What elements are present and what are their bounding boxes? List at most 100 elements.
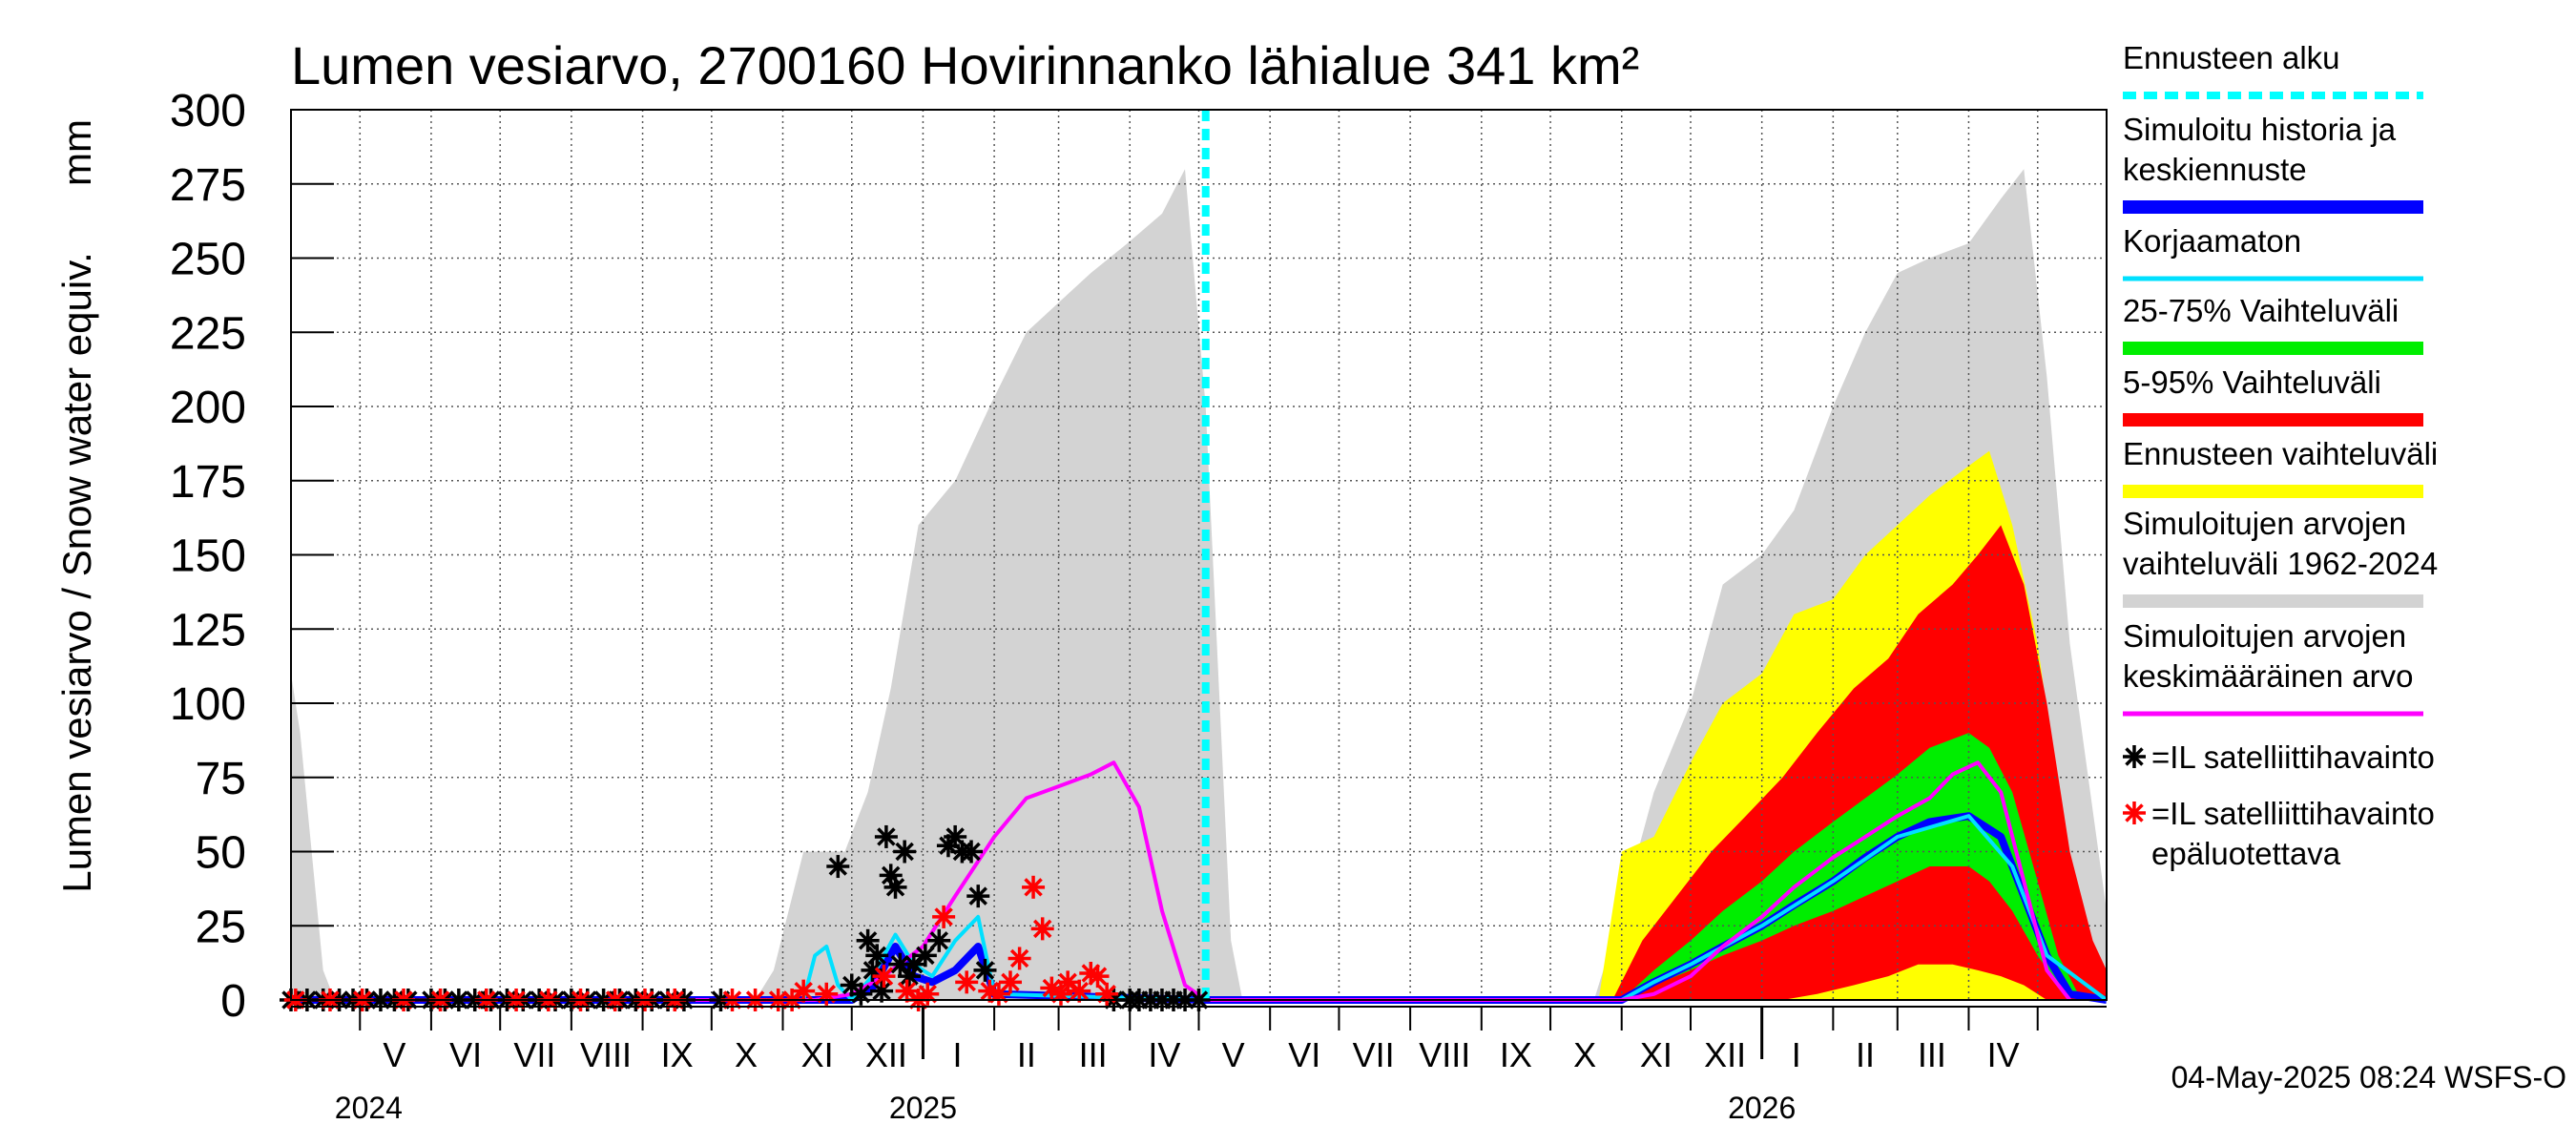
marker-1-28 [1022, 875, 1046, 899]
year-label: 2024 [335, 1091, 403, 1125]
marker-1-35-stroke [1088, 967, 1108, 986]
marker-1-27-stroke [1009, 948, 1029, 968]
x-tick-label: II [1856, 1035, 1875, 1074]
x-tick-label: V [383, 1035, 405, 1074]
y-tick-label: 125 [170, 605, 246, 656]
marker-1-29 [1030, 917, 1054, 941]
marker-0-27-stroke [828, 857, 848, 876]
marker-1-19 [895, 979, 919, 1003]
x-tick-label: XI [1640, 1035, 1672, 1074]
x-tick-label: II [1017, 1035, 1036, 1074]
x-tick-label: I [953, 1035, 963, 1074]
y-axis-unit: mm [54, 119, 99, 186]
legend-label: =IL satelliittihavainto [2151, 796, 2435, 831]
marker-0-37 [888, 952, 912, 976]
marker-0-41-stroke [916, 946, 935, 966]
y-tick-label: 150 [170, 531, 246, 582]
marker-1-16-stroke [794, 981, 813, 1001]
marker-0-30-stroke [858, 931, 878, 950]
x-tick-label: VIII [1419, 1035, 1470, 1074]
legend-label: Simuloitujen arvojen [2123, 618, 2406, 654]
marker-0-27 [826, 855, 850, 879]
marker-0-29 [849, 982, 873, 1006]
legend-label: keskiennuste [2123, 152, 2307, 187]
x-tick-label: VI [1288, 1035, 1320, 1074]
legend-marker-8 [2123, 745, 2146, 768]
band-2 [1612, 525, 2107, 1000]
y-axis-label: Lumen vesiarvo / Snow water equiv. [54, 252, 99, 893]
x-tick-label: VII [513, 1035, 555, 1074]
year-label: 2025 [889, 1091, 957, 1125]
chart-title: Lumen vesiarvo, 2700160 Hovirinnanko läh… [291, 35, 1639, 95]
marker-0-42 [927, 928, 951, 952]
x-tick-label: IV [1148, 1035, 1180, 1074]
marker-1-21 [916, 982, 940, 1006]
marker-0-34 [874, 824, 898, 848]
marker-0-32 [865, 944, 889, 968]
legend-label: vaihteluväli 1962-2024 [2123, 546, 2438, 581]
marker-1-18 [872, 965, 896, 989]
y-tick-label: 25 [196, 902, 246, 952]
marker-0-33 [870, 979, 894, 1003]
legend-marker-9 [2123, 802, 2146, 824]
marker-0-36 [883, 875, 907, 899]
marker-0-47-stroke [968, 886, 987, 906]
footer-timestamp: 04-May-2025 08:24 WSFS-O [2171, 1060, 2566, 1094]
legend-label: Ennusteen alku [2123, 40, 2340, 75]
legend-label: 5-95% Vaihteluväli [2123, 364, 2381, 400]
marker-1-36 [1095, 982, 1119, 1006]
marker-1-22 [932, 905, 956, 928]
y-tick-label: 200 [170, 383, 246, 433]
marker-1-33 [1068, 979, 1091, 1003]
marker-0-40-stroke [904, 954, 924, 974]
marker-0-40 [902, 952, 925, 976]
y-tick-label: 175 [170, 457, 246, 508]
marker-1-18-stroke [874, 967, 894, 986]
marker-0-37-stroke [890, 954, 910, 974]
marker-0-48 [973, 958, 997, 982]
marker-0-41 [913, 944, 937, 968]
x-tick-label: IX [661, 1035, 694, 1074]
x-tick-label: I [1792, 1035, 1801, 1074]
marker-0-48-stroke [975, 961, 995, 980]
legend-marker-9-stroke [2125, 803, 2144, 822]
y-tick-label: 275 [170, 160, 246, 211]
marker-0-38 [893, 840, 917, 864]
x-tick-label: IV [1987, 1035, 2020, 1074]
marker-1-24-stroke [980, 981, 1000, 1001]
x-tick-label: X [735, 1035, 758, 1074]
marker-0-28-stroke [842, 975, 862, 995]
x-tick-label: VII [1353, 1035, 1395, 1074]
y-tick-label: 0 [220, 976, 246, 1027]
marker-1-16 [792, 979, 816, 1003]
legend-label: =IL satelliittihavainto [2151, 739, 2435, 775]
marker-1-32 [1056, 970, 1080, 994]
legend-label: Simuloitujen arvojen [2123, 506, 2406, 541]
marker-1-35 [1086, 965, 1110, 989]
x-tick-label: VIII [580, 1035, 632, 1074]
x-tick-label: XII [1704, 1035, 1746, 1074]
x-tick-label: XI [801, 1035, 834, 1074]
x-tick-label: III [1079, 1035, 1108, 1074]
marker-0-33-stroke [872, 981, 891, 1001]
marker-1-33-stroke [1070, 981, 1089, 1001]
y-tick-label: 225 [170, 308, 246, 359]
y-tick-label: 250 [170, 235, 246, 285]
marker-0-34-stroke [877, 827, 896, 846]
marker-0-42-stroke [929, 931, 949, 950]
x-tick-label: V [1222, 1035, 1245, 1074]
marker-0-30 [856, 928, 880, 952]
marker-0-38-stroke [895, 842, 914, 862]
marker-0-46 [960, 840, 984, 864]
marker-1-22-stroke [934, 907, 953, 926]
marker-0-47 [966, 885, 990, 908]
marker-0-46-stroke [962, 842, 981, 862]
year-label: 2026 [1728, 1091, 1796, 1125]
marker-1-29-stroke [1032, 919, 1052, 939]
marker-0-36-stroke [885, 878, 905, 897]
legend-label: Korjaamaton [2123, 223, 2301, 259]
marker-1-32-stroke [1058, 972, 1077, 992]
